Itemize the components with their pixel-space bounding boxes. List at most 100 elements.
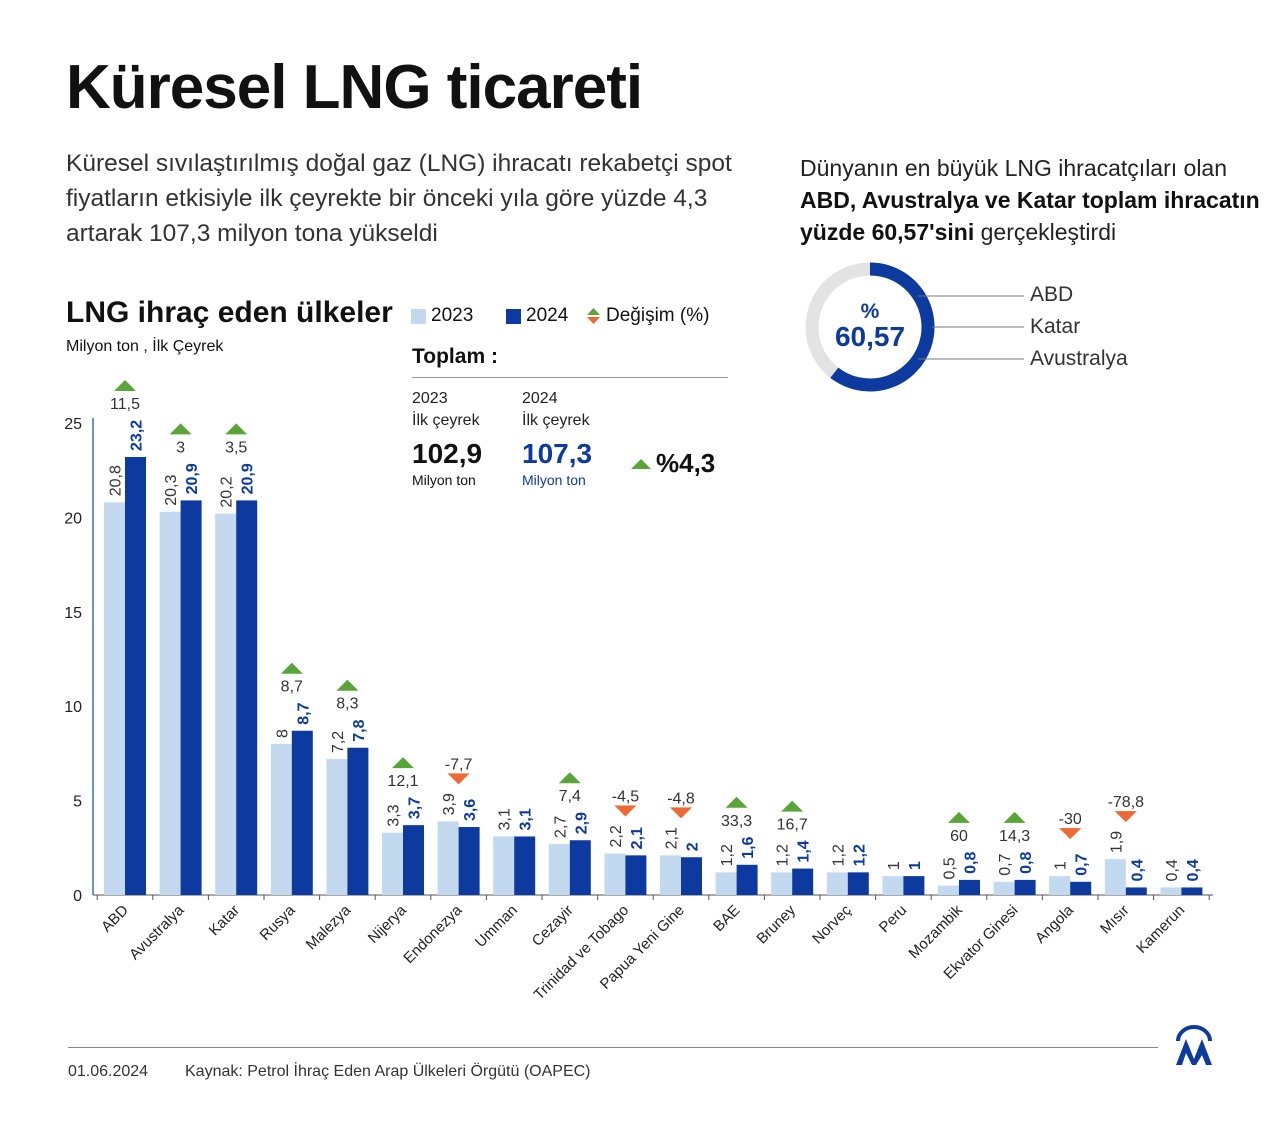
total-year: 2024 <box>522 390 558 407</box>
value-label-2024: 2 <box>685 842 702 851</box>
bar-2024 <box>847 872 869 895</box>
change-label: 11,5 <box>110 396 140 413</box>
change-label: -78,8 <box>1108 794 1145 811</box>
footer-source: Kaynak: Petrol İhraç Eden Arap Ülkeleri … <box>185 1063 591 1080</box>
value-label-2024: 23,2 <box>129 420 146 451</box>
bar-2024 <box>403 825 424 895</box>
donut-value: 60,57 <box>835 321 905 352</box>
total-value: 102,9 <box>412 438 483 469</box>
donut-label: ABD <box>1030 283 1073 306</box>
x-tick-label: Avustralya <box>126 901 188 963</box>
value-label-2024: 2,1 <box>629 827 646 849</box>
divider <box>412 377 728 378</box>
page-title: Küresel LNG ticareti <box>66 53 643 122</box>
bar-2024 <box>736 864 758 895</box>
y-tick-label: 15 <box>64 605 82 622</box>
x-tick-label: Norveç <box>809 901 855 947</box>
bar-2024 <box>681 857 702 895</box>
bar-2023 <box>437 821 459 895</box>
bar-2024 <box>1070 881 1092 895</box>
value-label-2024: 3,6 <box>462 799 479 821</box>
total-value: 107,3 <box>522 438 593 469</box>
value-label-2024: 1,2 <box>851 844 868 866</box>
bar-2024 <box>347 747 369 895</box>
bar-2023 <box>1160 887 1182 895</box>
bar-2023 <box>104 502 125 895</box>
value-label-2023: 0,5 <box>942 857 959 879</box>
value-label-2024: 3,7 <box>407 797 424 819</box>
bar-2023 <box>715 872 737 895</box>
legend-change: Değişim (%) <box>586 305 709 327</box>
legend-label: Değişim (%) <box>606 305 710 326</box>
value-label-2023: 1,2 <box>775 844 792 866</box>
y-tick-label: 10 <box>64 699 82 716</box>
bar-2024 <box>125 456 146 895</box>
x-tick-label: BAE <box>710 902 743 935</box>
bar-2024 <box>959 879 980 895</box>
x-tick-label: ABD <box>98 902 132 936</box>
change-label: -4,8 <box>667 790 695 807</box>
down-triangle-icon <box>1114 811 1137 823</box>
up-down-triangle-icon <box>587 308 600 324</box>
bar-2024 <box>236 500 258 895</box>
value-label-2023: 1,2 <box>719 844 736 866</box>
donut-share <box>830 262 935 392</box>
value-label-2023: 8 <box>274 729 291 738</box>
down-triangle-icon <box>447 773 470 785</box>
change-label: 3,5 <box>225 439 247 456</box>
legend-swatch <box>506 308 521 324</box>
y-tick-label: 25 <box>64 416 82 433</box>
value-label-2023: 1 <box>886 861 903 870</box>
x-tick-label: Umman <box>472 902 521 951</box>
up-triangle-icon <box>948 811 970 823</box>
up-triangle-icon <box>631 458 651 469</box>
bar-2023 <box>215 513 237 895</box>
bar-2023 <box>993 881 1015 895</box>
x-tick-label: Trinidad ve Tobago <box>531 902 633 1004</box>
up-triangle-icon <box>1003 811 1026 823</box>
legend-2024: 2024 <box>506 305 568 327</box>
value-label-2023: 3,9 <box>441 793 458 815</box>
value-label-2023: 1 <box>1053 861 1070 870</box>
bar-2023 <box>771 872 793 895</box>
total-period: İlk çeyrek <box>522 412 590 429</box>
y-tick-label: 20 <box>64 510 82 527</box>
value-label-2024: 3,1 <box>518 808 535 830</box>
value-label-2024: 1,4 <box>796 840 813 862</box>
x-tick-label: Rusya <box>257 901 300 944</box>
up-triangle-icon <box>225 423 248 435</box>
value-label-2023: 7,2 <box>330 731 347 753</box>
change-label: -30 <box>1059 811 1082 828</box>
bar-2024 <box>903 876 925 895</box>
x-tick-label: Angola <box>1032 901 1078 947</box>
up-triangle-icon <box>725 796 748 808</box>
value-label-2024: 8,7 <box>295 702 312 724</box>
bar-2023 <box>326 759 348 895</box>
bar-2024 <box>180 500 202 895</box>
value-label-2024: 1,6 <box>740 836 757 858</box>
totals-title: Toplam : <box>412 345 498 368</box>
aa-logo <box>1176 1025 1212 1065</box>
x-tick-label: Mısır <box>1097 902 1133 938</box>
change-label: 60 <box>950 828 968 845</box>
legend-swatch <box>411 308 426 324</box>
value-label-2024: 7,8 <box>351 719 368 741</box>
total-2024: 2024 İlk çeyrek 107,3 Milyon ton <box>522 388 592 488</box>
donut-label: Avustralya <box>1030 347 1128 370</box>
bar-2023 <box>493 836 515 895</box>
x-tick-label: Peru <box>876 902 910 936</box>
value-label-2024: 0,4 <box>1185 859 1202 881</box>
bar-2024 <box>792 868 814 895</box>
bar-2023 <box>159 511 181 895</box>
bar-2024 <box>1014 879 1036 895</box>
donut-symbol: % <box>861 300 880 323</box>
y-tick-label: 0 <box>73 888 82 905</box>
legend-label: 2023 <box>431 305 474 326</box>
bar-2024 <box>1181 887 1203 895</box>
change-label: 12,1 <box>387 773 418 790</box>
change-label: 33,3 <box>721 813 752 830</box>
value-label-2024: 20,9 <box>240 463 257 494</box>
bar-2023 <box>938 885 959 895</box>
bar-2024 <box>291 730 313 895</box>
